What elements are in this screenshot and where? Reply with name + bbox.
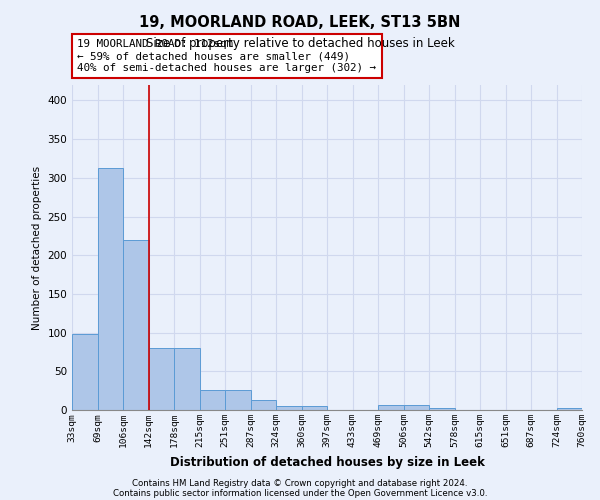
Text: Contains HM Land Registry data © Crown copyright and database right 2024.: Contains HM Land Registry data © Crown c… [132, 478, 468, 488]
Bar [225, 390, 251, 410]
Bar [123, 240, 149, 410]
Bar [429, 408, 455, 410]
Bar [97, 168, 123, 410]
Bar [302, 406, 327, 410]
Bar [276, 406, 302, 410]
Text: Contains public sector information licensed under the Open Government Licence v3: Contains public sector information licen… [113, 488, 487, 498]
Text: 19 MOORLAND ROAD: 112sqm
← 59% of detached houses are smaller (449)
40% of semi-: 19 MOORLAND ROAD: 112sqm ← 59% of detach… [77, 40, 376, 72]
Bar [557, 408, 582, 410]
X-axis label: Distribution of detached houses by size in Leek: Distribution of detached houses by size … [170, 456, 484, 468]
Bar [404, 406, 429, 410]
Text: Size of property relative to detached houses in Leek: Size of property relative to detached ho… [146, 38, 454, 51]
Bar [149, 348, 174, 410]
Bar [174, 348, 199, 410]
Text: 19, MOORLAND ROAD, LEEK, ST13 5BN: 19, MOORLAND ROAD, LEEK, ST13 5BN [139, 15, 461, 30]
Bar [199, 390, 225, 410]
Bar [251, 400, 276, 410]
Bar [72, 334, 97, 410]
Y-axis label: Number of detached properties: Number of detached properties [32, 166, 42, 330]
Bar [378, 406, 404, 410]
